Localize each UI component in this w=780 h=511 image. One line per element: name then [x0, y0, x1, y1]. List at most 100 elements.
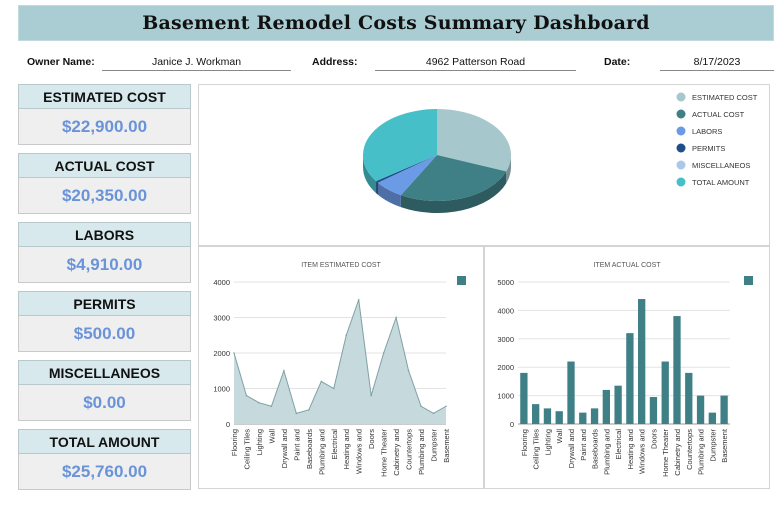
x-tick-label: Ceiling Tiles [242, 429, 251, 470]
bar [661, 361, 669, 424]
data-point [258, 401, 260, 404]
x-tick-label: Lighting [543, 429, 552, 455]
bar [567, 361, 575, 424]
pie-slice-side [400, 171, 507, 214]
card-value: $500.00 [18, 316, 191, 352]
data-point [332, 387, 335, 390]
x-tick-label: Countertops [405, 429, 414, 470]
legend-swatch [676, 177, 686, 187]
y-tick-label: 1000 [213, 385, 230, 394]
x-tick-label: Plumbing and [602, 429, 611, 475]
permits-card: PERMITS $500.00 [18, 291, 191, 352]
bar [649, 397, 658, 424]
owner-field[interactable]: Janice J. Workman [102, 56, 291, 71]
legend-swatch [676, 126, 686, 136]
x-tick-label: Flooring [230, 429, 239, 456]
data-point [420, 405, 422, 408]
bar [520, 372, 528, 424]
x-tick-label: Baseboards [591, 429, 600, 469]
y-tick-label: 2000 [497, 363, 514, 372]
legend-label: PERMITS [692, 144, 725, 153]
data-point [382, 352, 385, 354]
chart-title: ITEM ESTIMATED COST [301, 262, 381, 269]
x-tick-label: Electrical [330, 429, 339, 460]
x-tick-label: Lighting [255, 429, 264, 455]
legend-label: TOTAL AMOUNT [692, 178, 750, 187]
data-point [270, 405, 273, 408]
address-label: Address: [312, 56, 358, 68]
pie-slice-labors [377, 155, 437, 196]
pie-slice-total-amount [363, 109, 437, 182]
x-tick-label: Ceiling Tiles [532, 429, 541, 470]
x-tick-label: Home Theater [380, 429, 389, 477]
bar [685, 372, 693, 424]
data-point [320, 380, 323, 383]
actual-chart-panel: ITEM ACTUAL COST 0 1000 2000 3000 4000 5000 Flo… [484, 246, 770, 489]
x-tick-label: Doors [649, 429, 658, 449]
address-field[interactable]: 4962 Patterson Road [375, 56, 576, 71]
y-tick-label: 0 [510, 420, 514, 429]
area-line [233, 299, 447, 414]
x-tick-label: Drywall and [280, 429, 289, 468]
miscellaneos-card: MISCELLANEOS $0.00 [18, 360, 191, 421]
bar [696, 395, 705, 424]
bar [720, 395, 728, 424]
bar-chart: ITEM ACTUAL COST 0 1000 2000 3000 4000 5000 Flo… [497, 262, 753, 477]
y-tick-label: 4000 [213, 278, 230, 287]
data-point [233, 352, 235, 354]
labors-card: LABORS $4,910.00 [18, 222, 191, 283]
card-label: PERMITS [18, 291, 191, 316]
legend-swatch [676, 160, 686, 170]
legend-label: LABORS [692, 127, 722, 136]
card-value: $4,910.00 [18, 247, 191, 283]
x-tick-label: Paint and [579, 429, 588, 461]
gridlines [518, 281, 730, 425]
y-tick-label: 0 [226, 420, 230, 429]
pie-chart: ESTIMATED COST ACTUAL COST LABORS PERMITS MI… [363, 92, 758, 214]
data-point [370, 394, 372, 397]
x-tick-label: Basement [442, 428, 451, 463]
legend-label: ACTUAL COST [692, 110, 745, 119]
data-point [308, 409, 310, 411]
legend-swatch [676, 109, 686, 119]
card-label: ACTUAL COST [18, 153, 191, 178]
pie-slice-side [506, 155, 511, 184]
x-tick-label: Baseboards [305, 429, 314, 469]
legend-swatch [457, 276, 466, 285]
owner-label: Owner Name: [27, 56, 95, 68]
pie-legend: ESTIMATED COST ACTUAL COST LABORS PERMITS MI… [676, 92, 758, 187]
card-value: $0.00 [18, 385, 191, 421]
data-point [432, 412, 435, 415]
x-tick-label: Wall [555, 429, 564, 444]
pie-slice-side [377, 182, 401, 208]
actual-cost-card: ACTUAL COST $20,350.00 [18, 153, 191, 214]
data-point [407, 369, 410, 372]
estimated-chart-panel: ITEM ESTIMATED COST 0 1000 2000 3000 4000 Floo… [198, 246, 484, 489]
estimated-cost-card: ESTIMATED COST $22,900.00 [18, 84, 191, 145]
x-tick-label: Plumbing and [697, 429, 706, 475]
date-label: Date: [604, 56, 631, 68]
area-chart: ITEM ESTIMATED COST 0 1000 2000 3000 4000 Floo… [213, 262, 466, 477]
x-tick-label: Windows and [355, 429, 364, 474]
card-value: $22,900.00 [18, 109, 191, 145]
bar [626, 333, 634, 424]
data-point [357, 298, 360, 301]
pie-slice-estimated-cost [437, 109, 511, 172]
data-point [283, 369, 285, 372]
bar [638, 299, 646, 424]
bar [673, 316, 681, 424]
y-tick-label: 1000 [497, 392, 514, 401]
bars [520, 299, 728, 424]
x-tick-label: Plumbing and [417, 429, 426, 475]
x-tick-label: Cabinetry and [392, 429, 401, 476]
x-tick-label: Wall [267, 429, 276, 444]
data-point [245, 394, 248, 397]
x-tick-label: Heating and [626, 429, 635, 469]
title-bar: Basement Remodel Costs Summary Dashboard [18, 5, 774, 41]
y-tick-label: 4000 [497, 306, 514, 315]
y-tick-label: 2000 [213, 349, 230, 358]
pie-sides [363, 155, 511, 214]
date-field[interactable]: 8/17/2023 [660, 56, 774, 71]
x-tick-labels: Flooring Ceiling Tiles Lighting Wall Drywall… [230, 428, 451, 477]
pie-tops [363, 109, 511, 201]
